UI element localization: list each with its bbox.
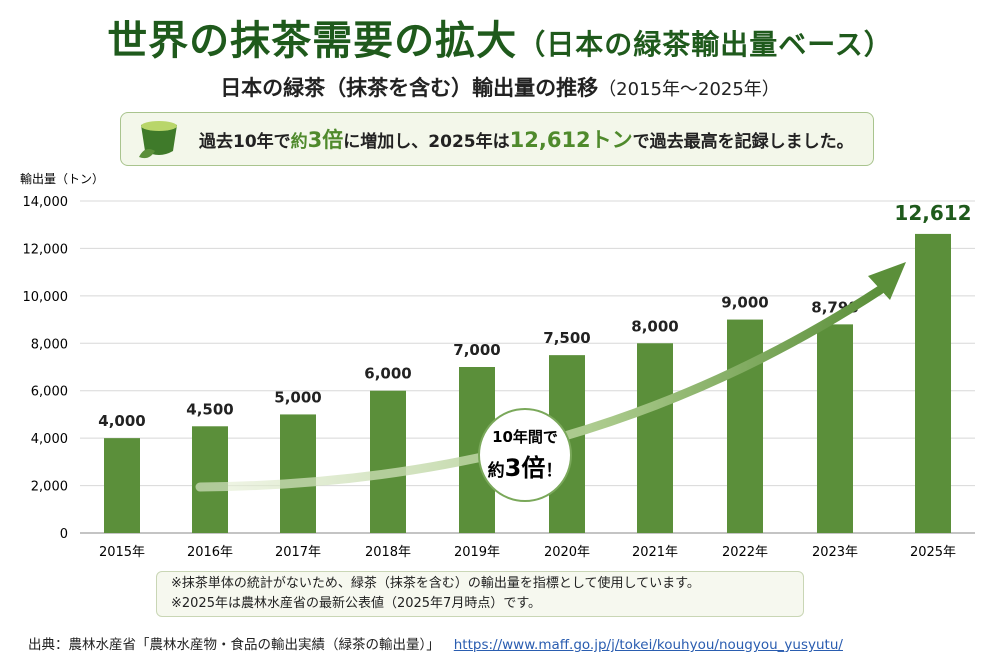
title-sub: （日本の緑茶輸出量ベース） [517,28,893,61]
y-tick-label: 14,000 [23,195,69,210]
y-tick-label: 4,000 [31,432,68,447]
chart-subtitle: 日本の緑茶（抹茶を含む）輸出量の推移（2015年〜2025年） [0,72,1000,102]
bar-value-label: 7,000 [453,341,500,359]
title-main: 世界の抹茶需要の拡大 [107,18,518,64]
bar [637,343,673,533]
y-tick-label: 10,000 [23,290,69,305]
bar [915,233,951,533]
bar [192,426,228,533]
footnote-2: ※2025年は農林水産省の最新公表値（2025年7月時点）です。 [171,596,542,611]
bar-value-label: 7,500 [543,329,590,347]
badge-line2: 約3倍！ [488,454,563,482]
growth-arrow-head [868,262,906,300]
bar-value-label: 4,000 [98,412,145,430]
x-tick-label: 2022年 [722,545,768,560]
x-tick-label: 2020年 [544,545,590,560]
growth-badge: 10年間で 約3倍！ [478,408,572,502]
tea-cup-icon [139,121,177,159]
footnote-1: ※抹茶単体の統計がないため、緑茶（抹茶を含む）の輸出量を指標として使用しています… [171,576,700,591]
source-link[interactable]: https://www.maff.go.jp/j/tokei/kouhyou/n… [453,637,843,653]
bar-value-label: 9,000 [721,294,768,312]
bar-value-label: 5,000 [274,388,321,406]
x-tick-label: 2017年 [275,545,321,560]
summary-callout: 過去10年で約3倍に増加し、2025年は12,612トンで過去最高を記録しました… [120,112,874,166]
source: 出典：農林水産省「農林水産物・食品の輸出実績（緑茶の輸出量）」 https://w… [28,633,843,653]
y-tick-label: 12,000 [23,242,69,257]
subtitle-main: 日本の緑茶（抹茶を含む）輸出量の推移 [220,76,599,100]
bar-value-label: 4,500 [186,400,233,418]
bar [280,414,316,533]
y-tick-label: 6,000 [31,385,68,400]
x-tick-label: 2019年 [454,545,500,560]
source-label: 出典：農林水産省「農林水産物・食品の輸出実績（緑茶の輸出量）」 [28,637,440,653]
bar [370,390,406,533]
subtitle-years: （2015年〜2025年） [598,79,780,100]
x-tick-label: 2021年 [632,545,678,560]
y-tick-label: 2,000 [31,480,68,495]
x-tick-label: 2015年 [99,545,145,560]
bar-value-label: 6,000 [364,365,411,383]
bar [817,324,853,533]
bar [727,319,763,533]
bar-value-label: 8,000 [631,317,678,335]
callout-text: 過去10年で約3倍に増加し、2025年は12,612トンで過去最高を記録しました… [199,128,854,152]
x-tick-label: 2025年 [910,545,956,560]
badge-line1: 10年間で [492,428,558,446]
y-tick-label: 8,000 [31,337,68,352]
main-title: 世界の抹茶需要の拡大（日本の緑茶輸出量ベース） [0,8,1000,66]
x-tick-label: 2016年 [187,545,233,560]
bar-value-label: 12,612 [894,201,971,225]
x-tick-label: 2018年 [365,545,411,560]
x-tick-label: 2023年 [812,545,858,560]
y-tick-label: 0 [60,527,68,542]
footnotes: ※抹茶単体の統計がないため、緑茶（抹茶を含む）の輸出量を指標として使用しています… [156,571,804,617]
y-axis-label: 輸出量（トン） [20,171,104,186]
bar [104,438,140,533]
